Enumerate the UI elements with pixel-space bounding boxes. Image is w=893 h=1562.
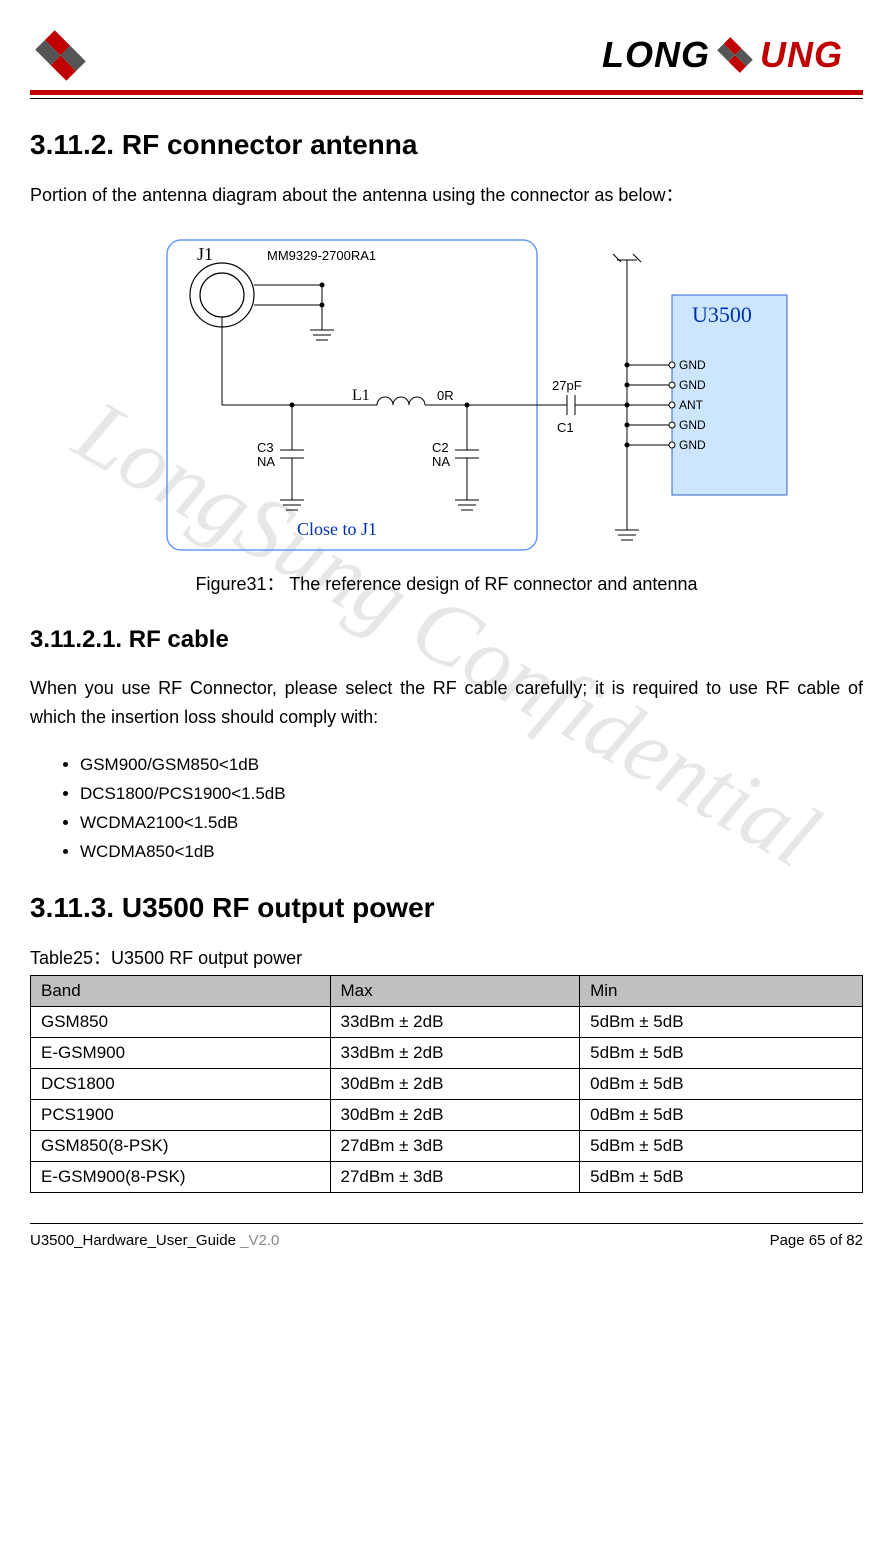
table-cell: 33dBm ± 2dB — [330, 1037, 580, 1068]
footer-version: _V2.0 — [240, 1232, 279, 1249]
rf-connector-diagram: J1 MM9329-2700RA1 L1 0R — [97, 230, 797, 560]
table-row: GSM85033dBm ± 2dB5dBm ± 5dB — [31, 1006, 863, 1037]
table-cell: 0dBm ± 5dB — [580, 1099, 863, 1130]
brand-text-left: LONG — [602, 34, 710, 76]
figure-caption: Figure31： The reference design of RF con… — [30, 570, 863, 596]
table-cell: 5dBm ± 5dB — [580, 1161, 863, 1192]
table-cell: 30dBm ± 2dB — [330, 1099, 580, 1130]
section-heading-rf-connector: 3.11.2. RF connector antenna — [30, 129, 863, 161]
table-cell: E-GSM900 — [31, 1037, 331, 1068]
section-heading-rf-cable: 3.11.2.1. RF cable — [30, 626, 863, 654]
bullet-2: WCDMA2100<1.5dB — [80, 809, 863, 838]
label-close: Close to J1 — [297, 519, 377, 539]
table-row: DCS180030dBm ± 2dB0dBm ± 5dB — [31, 1068, 863, 1099]
label-c3v: NA — [257, 454, 275, 469]
bullet-0: GSM900/GSM850<1dB — [80, 751, 863, 780]
brand-icon — [714, 34, 756, 76]
footer-doc: U3500_Hardware_User_Guide _V2.0 — [30, 1232, 279, 1249]
table-cell: GSM850 — [31, 1006, 331, 1037]
brand-logo: LONG UNG — [602, 34, 843, 76]
rf-output-table: Band Max Min GSM85033dBm ± 2dB5dBm ± 5dB… — [30, 975, 863, 1193]
col-min: Min — [580, 975, 863, 1006]
table-cell: 30dBm ± 2dB — [330, 1068, 580, 1099]
label-j1: J1 — [197, 244, 213, 264]
table-cell: 27dBm ± 3dB — [330, 1161, 580, 1192]
bullet-3: WCDMA850<1dB — [80, 838, 863, 867]
footer-doc-name: U3500_Hardware_User_Guide — [30, 1232, 240, 1249]
table-cell: 0dBm ± 5dB — [580, 1068, 863, 1099]
table-cell: GSM850(8-PSK) — [31, 1130, 331, 1161]
table-caption: Table25：U3500 RF output power — [30, 944, 863, 970]
label-l1: L1 — [352, 387, 370, 404]
label-chip: U3500 — [692, 302, 752, 327]
table-cell: 27dBm ± 3dB — [330, 1130, 580, 1161]
pin-0: GND — [679, 358, 706, 372]
table-cell: E-GSM900(8-PSK) — [31, 1161, 331, 1192]
page-header: LONG UNG — [30, 20, 863, 90]
brand-text-right: UNG — [760, 34, 843, 76]
table-row: GSM850(8-PSK)27dBm ± 3dB5dBm ± 5dB — [31, 1130, 863, 1161]
pin-4: GND — [679, 438, 706, 452]
table-cell: 5dBm ± 5dB — [580, 1006, 863, 1037]
pin-1: GND — [679, 378, 706, 392]
table-cell: 5dBm ± 5dB — [580, 1037, 863, 1068]
logo-icon-left — [30, 25, 90, 85]
table-row: PCS190030dBm ± 2dB0dBm ± 5dB — [31, 1099, 863, 1130]
page-footer: U3500_Hardware_User_Guide _V2.0 Page 65 … — [30, 1224, 863, 1249]
table-row: E-GSM90033dBm ± 2dB5dBm ± 5dB — [31, 1037, 863, 1068]
rf-cable-bullets: GSM900/GSM850<1dB DCS1800/PCS1900<1.5dB … — [30, 751, 863, 867]
section1-intro: Portion of the antenna diagram about the… — [30, 181, 863, 210]
table-cell: DCS1800 — [31, 1068, 331, 1099]
label-c2: C2 — [432, 440, 449, 455]
label-part: MM9329-2700RA1 — [267, 248, 376, 263]
label-0r: 0R — [437, 388, 454, 403]
table-cell: PCS1900 — [31, 1099, 331, 1130]
footer-page: Page 65 of 82 — [770, 1232, 863, 1249]
label-c2v: NA — [432, 454, 450, 469]
pin-3: GND — [679, 418, 706, 432]
pin-2: ANT — [679, 398, 704, 412]
table-row: E-GSM900(8-PSK)27dBm ± 3dB5dBm ± 5dB — [31, 1161, 863, 1192]
section2-intro: When you use RF Connector, please select… — [30, 674, 863, 732]
col-max: Max — [330, 975, 580, 1006]
label-27pf: 27pF — [552, 378, 582, 393]
label-c3: C3 — [257, 440, 274, 455]
label-c1: C1 — [557, 420, 574, 435]
bullet-1: DCS1800/PCS1900<1.5dB — [80, 780, 863, 809]
col-band: Band — [31, 975, 331, 1006]
table-cell: 33dBm ± 2dB — [330, 1006, 580, 1037]
table-header-row: Band Max Min — [31, 975, 863, 1006]
table-cell: 5dBm ± 5dB — [580, 1130, 863, 1161]
section-heading-rf-output: 3.11.3. U3500 RF output power — [30, 892, 863, 924]
